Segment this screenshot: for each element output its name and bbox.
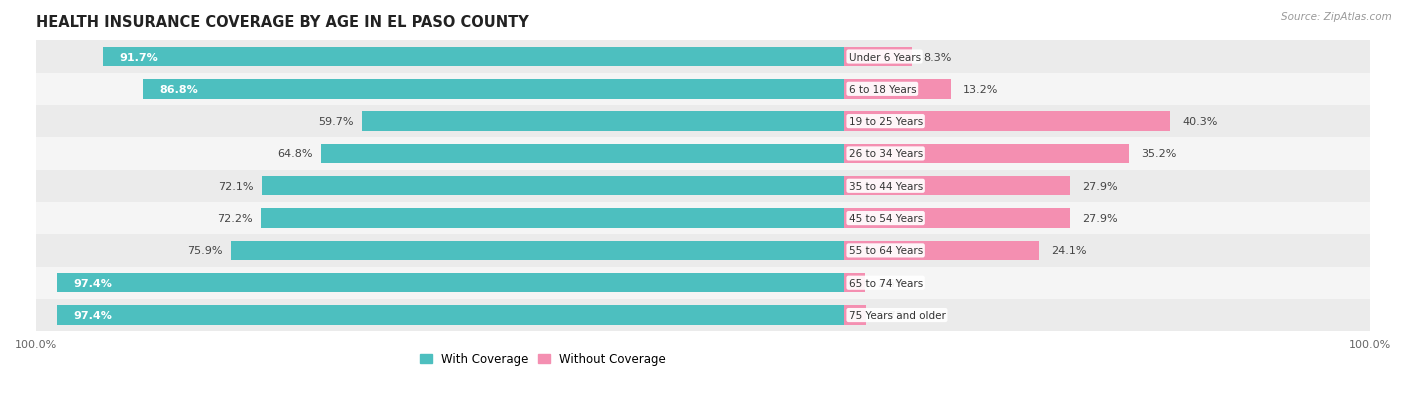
Text: 45 to 54 Years: 45 to 54 Years <box>848 214 922 223</box>
Text: 65 to 74 Years: 65 to 74 Years <box>848 278 922 288</box>
Text: 2.6%: 2.6% <box>877 278 905 288</box>
Text: 91.7%: 91.7% <box>120 52 157 62</box>
Bar <box>37 138 1369 170</box>
Bar <box>37 74 1369 106</box>
Bar <box>361 112 845 131</box>
Bar <box>845 47 911 67</box>
Bar <box>845 177 1070 196</box>
Bar <box>103 47 845 67</box>
Bar <box>231 241 845 261</box>
Text: 19 to 25 Years: 19 to 25 Years <box>848 117 922 127</box>
Text: HEALTH INSURANCE COVERAGE BY AGE IN EL PASO COUNTY: HEALTH INSURANCE COVERAGE BY AGE IN EL P… <box>37 15 529 30</box>
Legend: With Coverage, Without Coverage: With Coverage, Without Coverage <box>415 348 671 370</box>
Text: 75 Years and older: 75 Years and older <box>848 310 945 320</box>
Bar <box>845 80 950 99</box>
Text: 2.7%: 2.7% <box>879 310 907 320</box>
Text: 24.1%: 24.1% <box>1052 246 1087 256</box>
Text: 97.4%: 97.4% <box>73 278 112 288</box>
Text: 97.4%: 97.4% <box>73 310 112 320</box>
Text: 55 to 64 Years: 55 to 64 Years <box>848 246 922 256</box>
Text: 40.3%: 40.3% <box>1182 117 1218 127</box>
Text: 6 to 18 Years: 6 to 18 Years <box>848 85 917 95</box>
Text: 27.9%: 27.9% <box>1083 214 1118 223</box>
Bar <box>845 145 1129 164</box>
Text: 27.9%: 27.9% <box>1083 181 1118 191</box>
Text: 26 to 34 Years: 26 to 34 Years <box>848 149 922 159</box>
Text: 35 to 44 Years: 35 to 44 Years <box>848 181 922 191</box>
Bar <box>143 80 845 99</box>
Text: 59.7%: 59.7% <box>318 117 354 127</box>
Text: 86.8%: 86.8% <box>159 85 198 95</box>
Bar <box>321 145 845 164</box>
Text: 72.2%: 72.2% <box>217 214 253 223</box>
Bar <box>845 306 866 325</box>
Bar <box>845 241 1039 261</box>
Text: 13.2%: 13.2% <box>963 85 998 95</box>
Bar <box>37 41 1369 74</box>
Text: Under 6 Years: Under 6 Years <box>848 52 921 62</box>
Bar <box>845 112 1170 131</box>
Text: 8.3%: 8.3% <box>924 52 952 62</box>
Text: 64.8%: 64.8% <box>277 149 312 159</box>
Text: 72.1%: 72.1% <box>218 181 253 191</box>
Bar <box>58 273 845 293</box>
Bar <box>37 202 1369 235</box>
Bar <box>37 235 1369 267</box>
Bar <box>845 273 866 293</box>
Bar <box>37 106 1369 138</box>
Text: Source: ZipAtlas.com: Source: ZipAtlas.com <box>1281 12 1392 22</box>
Bar <box>37 267 1369 299</box>
Bar <box>262 209 845 228</box>
Bar <box>58 306 845 325</box>
Bar <box>37 170 1369 202</box>
Text: 75.9%: 75.9% <box>187 246 222 256</box>
Bar <box>37 299 1369 331</box>
Bar <box>845 209 1070 228</box>
Text: 35.2%: 35.2% <box>1142 149 1177 159</box>
Bar <box>262 177 845 196</box>
